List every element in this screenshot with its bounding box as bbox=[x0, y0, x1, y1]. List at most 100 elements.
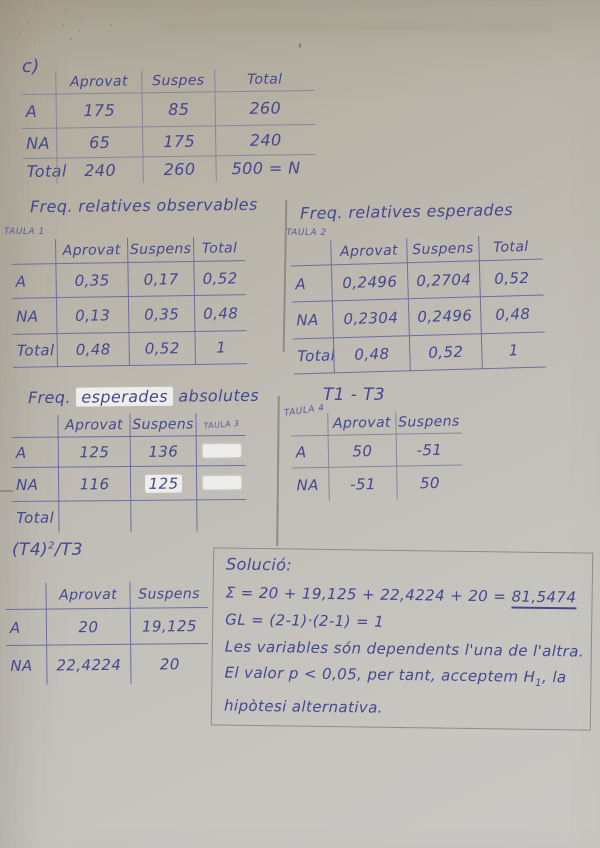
table-cell: 125 bbox=[57, 435, 130, 467]
section-label: c) bbox=[22, 56, 40, 77]
table-cell: -51 bbox=[395, 432, 463, 466]
taula3-title: Freq. esperades absolutes bbox=[28, 386, 259, 407]
pencil-divider-line bbox=[276, 395, 280, 547]
table-corner bbox=[11, 415, 57, 437]
table-cell bbox=[196, 498, 247, 532]
sum-expression: Σ = 20 + 19,125 + 22,4224 + 20 = bbox=[225, 583, 507, 606]
row-label: NA bbox=[291, 300, 333, 339]
table-header-cell: Suspens bbox=[129, 580, 208, 608]
table-header-cell: Total bbox=[478, 234, 543, 261]
whiteout-patch bbox=[202, 444, 241, 458]
taula5-title-base: (T4) bbox=[12, 540, 49, 560]
taula2-title: Freq. relatives esperades bbox=[299, 200, 514, 223]
table-cell: 0,48 bbox=[479, 294, 545, 334]
whiteout-patch bbox=[202, 476, 241, 490]
table-cell: 0,35 bbox=[127, 294, 195, 333]
table-corner bbox=[11, 239, 55, 264]
sum-result: 81,5474 bbox=[511, 587, 577, 610]
row-label: Total bbox=[22, 157, 67, 185]
table-cell: 0,52 bbox=[193, 260, 246, 295]
table-cell: 20 bbox=[130, 642, 209, 684]
row-label: NA bbox=[11, 466, 59, 502]
table-header-cell: Aprovat bbox=[330, 238, 407, 265]
table-cell: 125 bbox=[129, 465, 197, 500]
table-cell: 116 bbox=[57, 465, 131, 501]
table-cell: 20 bbox=[45, 607, 131, 645]
row-label: A bbox=[5, 608, 47, 646]
table-cell: 260 bbox=[214, 89, 315, 126]
solution-box: Solució: Σ = 20 + 19,125 + 22,4224 + 20 … bbox=[210, 547, 594, 731]
table-header-cell: Aprovat bbox=[55, 70, 142, 94]
table-cell: -51 bbox=[328, 465, 397, 501]
table-corner bbox=[5, 583, 45, 609]
conclusion-line-2: El valor p < 0,05, per tant, acceptem H1… bbox=[224, 660, 580, 698]
relative-observed-table: Aprovat Suspens Total A 0,35 0,17 0,52 N… bbox=[11, 236, 247, 368]
taula5-title-rest: /T3 bbox=[54, 540, 83, 560]
taula2-tag: TAULA 2 bbox=[286, 228, 327, 238]
row-label: Total bbox=[12, 333, 58, 368]
row-label: A bbox=[290, 264, 332, 302]
table-cell: 175 bbox=[142, 125, 216, 157]
row-label: Total bbox=[292, 337, 335, 375]
table-cell bbox=[130, 499, 197, 532]
conclusion-line-3: hipòtesi alternativa. bbox=[223, 696, 384, 717]
row-label: NA bbox=[11, 297, 57, 334]
table-cell: 0,35 bbox=[55, 262, 128, 298]
taula3-title-prefix: Freq. bbox=[27, 387, 71, 408]
solution-heading: Solució: bbox=[225, 554, 293, 575]
row-label: NA bbox=[6, 644, 47, 686]
table-cell: 50 bbox=[327, 433, 397, 467]
margin-dash bbox=[0, 490, 13, 492]
conclusion-2-post: , la bbox=[541, 667, 567, 687]
taula3-title-suffix: absolutes bbox=[178, 385, 260, 406]
table-cell: 136 bbox=[129, 435, 196, 466]
table-cell: 22,4224 bbox=[46, 643, 131, 685]
table-cell: 0,17 bbox=[127, 260, 194, 297]
row-label: NA bbox=[292, 466, 329, 502]
taula1-title: Freq. relatives observables bbox=[29, 194, 258, 217]
table-header-cell: Total bbox=[214, 67, 315, 92]
table-header-cell: Total bbox=[192, 236, 246, 261]
table-cell: 0,48 bbox=[193, 294, 247, 331]
table-cell: 65 bbox=[56, 126, 143, 158]
paper-texture-speckles bbox=[10, 6, 12, 8]
row-label: A bbox=[11, 263, 56, 298]
table-corner bbox=[291, 413, 327, 436]
row-label: A bbox=[11, 436, 58, 468]
taula4-title: T1 - T3 bbox=[323, 385, 386, 405]
table-header-cell: Aprovat bbox=[327, 411, 396, 435]
taula5-title-exponent: 2 bbox=[48, 540, 55, 552]
table-cell: 85 bbox=[141, 91, 215, 127]
table-cell: 0,48 bbox=[332, 335, 410, 374]
row-label: A bbox=[291, 434, 329, 468]
table-cell: 240 bbox=[56, 156, 143, 184]
chi-square-terms-table: Aprovat Suspens A 20 19,125 NA 22,4224 2… bbox=[5, 580, 209, 686]
taula5-title: (T4)2/T3 bbox=[12, 540, 83, 560]
taula1-tag: TAULA 1 bbox=[4, 227, 45, 237]
corrected-value: 125 bbox=[144, 474, 183, 493]
table-header-cell: Suspens bbox=[126, 236, 194, 263]
absolute-expected-table: Aprovat Suspens TAULA 3 A 125 136 NA 116… bbox=[11, 412, 247, 534]
table-cell: 0,2496 bbox=[407, 296, 481, 336]
row-label: Total bbox=[12, 500, 59, 534]
table-cell: 0,2496 bbox=[330, 262, 408, 301]
table-header-cell: Suspes bbox=[141, 69, 215, 93]
table-cell: 19,125 bbox=[129, 606, 209, 644]
table-header-cell: Aprovat bbox=[55, 238, 128, 264]
table-header-cell: Suspens bbox=[129, 413, 196, 436]
table-cell: 0,13 bbox=[55, 296, 129, 334]
table-cell: 1 bbox=[194, 330, 247, 365]
table-header-cell: Aprovat bbox=[45, 581, 130, 609]
table-cell: 0,2704 bbox=[406, 260, 480, 299]
table-cell: 0,52 bbox=[128, 330, 195, 367]
row-label: A bbox=[21, 93, 57, 129]
table-header-cell: Suspens bbox=[406, 236, 479, 263]
table-cell: 0,48 bbox=[56, 332, 130, 368]
stray-ink-mark bbox=[298, 42, 302, 49]
taula3-title-highlight: esperades bbox=[76, 386, 173, 407]
table-cell: 240 bbox=[214, 123, 316, 156]
table-cell: 50 bbox=[396, 464, 463, 500]
table-cell: 260 bbox=[142, 155, 216, 183]
table-cell bbox=[58, 499, 131, 533]
